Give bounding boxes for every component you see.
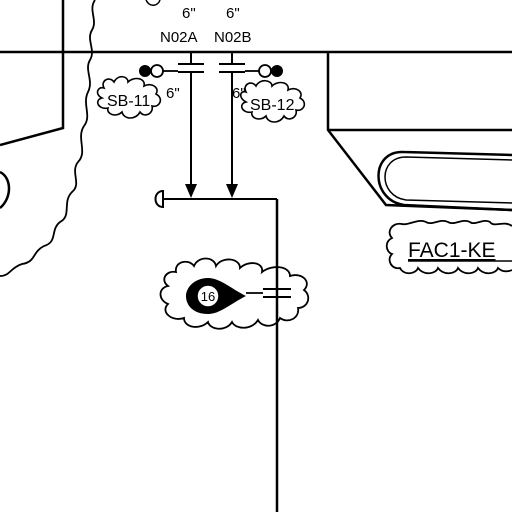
cloud-sb-11-label: SB-11 — [107, 93, 150, 110]
flow-arrow-1 — [185, 72, 197, 198]
side-size-left: 6" — [166, 85, 180, 102]
callout-number-badge — [196, 284, 220, 308]
cloud-sb-11 — [96, 75, 162, 119]
flange-1 — [178, 52, 204, 73]
cloud-sb-12 — [239, 79, 306, 123]
drop-flange — [263, 288, 291, 298]
connector-right — [245, 64, 283, 78]
nozzle-tag-1: N02A — [160, 29, 198, 46]
left-vessel-outline — [0, 0, 65, 147]
nozzle-tag-2: N02B — [214, 29, 252, 46]
top-cloud-edge — [145, 0, 161, 6]
equipment-tag: FAC1-KE — [408, 239, 496, 262]
callout-number: 16 — [201, 289, 215, 304]
nozzle-size-1: 6" — [182, 5, 196, 22]
nozzle-size-2: 6" — [226, 5, 240, 22]
flange-2 — [219, 52, 245, 73]
cloud-sb-12-label: SB-12 — [250, 97, 295, 114]
collector-end-cap — [154, 189, 164, 209]
right-vessel-inner-shape-2 — [384, 156, 512, 204]
side-size-right: 6" — [232, 85, 246, 102]
callout-cloud — [159, 257, 310, 330]
right-vessel-inner-shape — [377, 150, 512, 212]
equipment-tag-cloud — [385, 219, 512, 275]
connector-left — [139, 64, 178, 78]
left-revision-cloud — [0, 0, 96, 277]
left-vessel-inner-line — [0, 170, 11, 209]
flow-arrow-2 — [226, 72, 238, 198]
